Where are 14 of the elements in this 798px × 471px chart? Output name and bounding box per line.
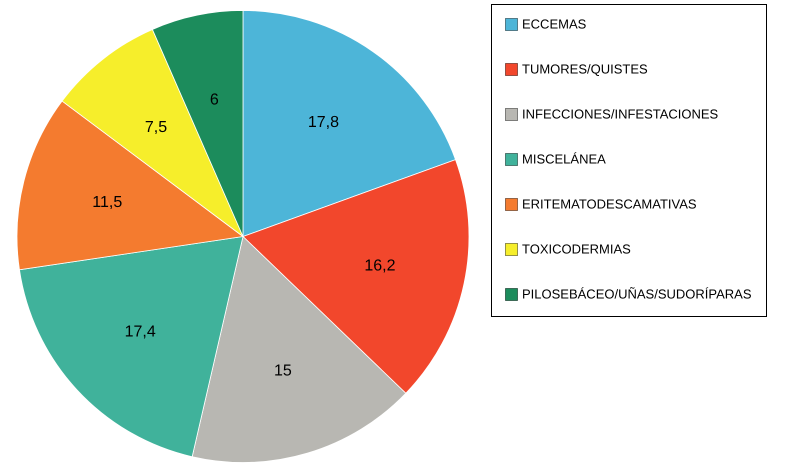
legend-label: TOXICODERMIAS xyxy=(522,242,632,256)
legend-label: ERITEMATODESCAMATIVAS xyxy=(522,196,697,212)
legend-label: ECCEMAS xyxy=(522,16,587,32)
data-label: 15 xyxy=(274,362,292,380)
data-label: 11,5 xyxy=(92,194,122,212)
legend-label: MISCELÁNEA xyxy=(522,152,606,166)
legend-label: INFECCIONES/INFESTACIONES xyxy=(522,106,719,122)
data-label: 16,2 xyxy=(364,258,396,275)
legend-label: PILOSEBÁCEO/UÑAS/SUDORÍPARAS xyxy=(522,286,752,302)
data-label: 7,5 xyxy=(144,118,168,136)
data-label: 17,4 xyxy=(124,324,156,341)
data-label: 6 xyxy=(210,91,219,108)
legend-label: TUMORES/QUISTES xyxy=(522,62,648,76)
data-label: 17,8 xyxy=(308,114,340,131)
